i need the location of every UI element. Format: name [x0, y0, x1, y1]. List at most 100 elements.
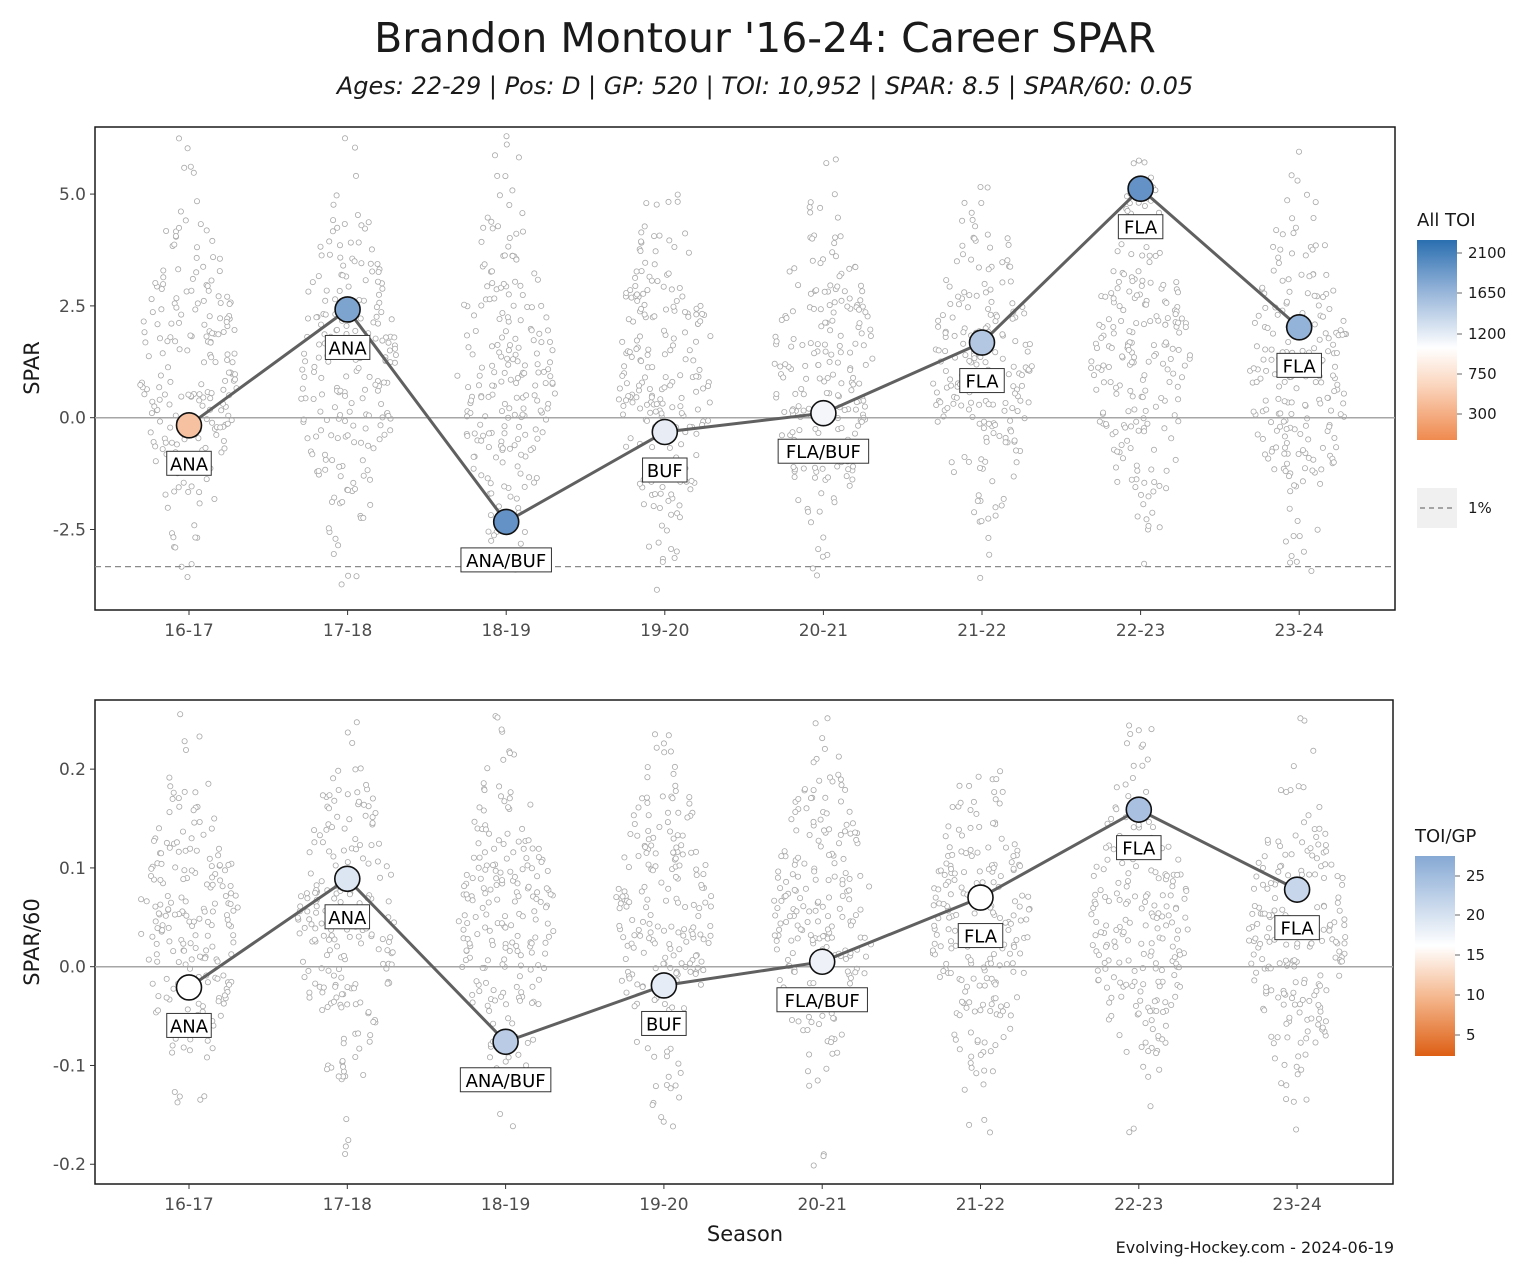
team-label-text: FLA	[965, 372, 999, 393]
x-tick-label: 18-19	[481, 621, 530, 641]
data-point	[651, 418, 679, 446]
y-tick-label: 0.2	[59, 760, 86, 780]
x-tick-label: 20-21	[799, 621, 848, 641]
team-label-text: FLA/BUF	[786, 442, 861, 463]
team-label-box	[1117, 214, 1164, 240]
team-label: BUF	[641, 1010, 687, 1036]
team-label-box	[324, 904, 371, 930]
x-tick-label: 16-17	[164, 621, 213, 641]
legend-ref-label: 1%	[1468, 499, 1492, 517]
team-label-text: ANA	[170, 1016, 209, 1037]
team-label-text: BUF	[646, 1014, 682, 1035]
x-tick-label: 17-18	[323, 1195, 372, 1215]
data-point	[967, 884, 994, 911]
team-label-box	[1276, 352, 1322, 378]
chart-title: Brandon Montour '16-24: Career SPAR	[374, 14, 1156, 62]
team-label-box	[324, 334, 371, 360]
legend-toigp-title: TOI/GP	[1414, 826, 1476, 847]
data-point	[810, 399, 837, 427]
team-label-text: FLA	[1124, 218, 1158, 239]
data-point	[1283, 876, 1311, 903]
team-label-text: FLA/BUF	[785, 991, 860, 1012]
x-tick-label: 21-22	[956, 1195, 1005, 1215]
data-point	[968, 329, 996, 356]
legend-toi-title: All TOI	[1417, 210, 1476, 231]
team-label-box	[459, 1067, 552, 1093]
data-point	[1127, 175, 1154, 203]
team-label: ANA	[324, 334, 371, 360]
team-label: ANA	[166, 450, 212, 476]
data-point	[333, 865, 361, 893]
legend-toi-colorbar	[1417, 240, 1457, 440]
y-axis-label-spar60: SPAR/60	[20, 898, 44, 985]
legend-tick-label: 10	[1466, 986, 1485, 1004]
data-point	[650, 972, 678, 999]
team-label: FLA	[1116, 835, 1162, 861]
data-point	[175, 974, 203, 1001]
team-label-box	[641, 1010, 687, 1036]
data-point	[808, 948, 836, 976]
panel-spar60-frame	[94, 699, 1394, 1185]
data-point	[334, 296, 361, 323]
x-tick-label: 17-18	[323, 621, 372, 641]
team-label-text: FLA	[1281, 919, 1315, 940]
legend-tick-label: 1650	[1468, 284, 1506, 302]
legend-toigp-colorbar	[1415, 856, 1455, 1056]
y-tick-label: -0.2	[53, 1155, 86, 1175]
team-label: ANA/BUF	[460, 547, 552, 573]
team-label-text: ANA/BUF	[466, 1071, 546, 1092]
team-label-box	[642, 457, 688, 483]
team-label-box	[166, 1012, 212, 1038]
team-label: FLA	[1117, 214, 1164, 240]
legend-tick-label: 25	[1466, 867, 1485, 885]
data-point	[1285, 314, 1313, 341]
team-label-text: FLA	[964, 927, 998, 948]
team-label: FLA/BUF	[776, 987, 868, 1013]
team-label: ANA	[166, 1012, 212, 1038]
team-label-text: ANA	[170, 454, 209, 475]
team-label-text: ANA	[328, 908, 367, 929]
y-tick-label: 5.0	[59, 185, 86, 205]
x-tick-label: 19-20	[639, 1195, 688, 1215]
x-tick-label: 18-19	[481, 1195, 530, 1215]
team-label-box	[460, 547, 552, 573]
x-tick-label: 21-22	[957, 621, 1006, 641]
team-label: BUF	[642, 457, 688, 483]
team-label: FLA	[1276, 352, 1322, 378]
legend-tick-label: 2100	[1468, 244, 1506, 262]
legend-tick-label: 300	[1468, 405, 1497, 423]
legend-tick-label: 1200	[1468, 325, 1506, 343]
legend-tick-label: 750	[1468, 365, 1497, 383]
x-tick-label: 22-23	[1114, 1195, 1163, 1215]
team-label: FLA/BUF	[777, 438, 870, 464]
x-tick-label: 23-24	[1274, 621, 1323, 641]
team-label: FLA	[959, 368, 1005, 394]
data-point	[175, 411, 203, 439]
x-tick-label: 19-20	[640, 621, 689, 641]
team-label: ANA	[324, 904, 371, 930]
team-label: ANA/BUF	[459, 1067, 552, 1093]
y-tick-label: 0.0	[59, 409, 86, 429]
team-label-box	[166, 450, 212, 476]
x-tick-label: 16-17	[164, 1195, 213, 1215]
y-axis-label-spar: SPAR	[20, 341, 44, 395]
data-point	[492, 508, 520, 536]
y-tick-label: 0.0	[59, 958, 86, 978]
team-label-text: ANA/BUF	[466, 551, 546, 572]
y-tick-label: 0.1	[59, 859, 86, 879]
team-label: FLA	[1274, 915, 1320, 941]
team-label-box	[959, 368, 1005, 394]
data-point	[492, 1028, 519, 1056]
team-label-text: FLA	[1122, 839, 1156, 860]
legend-tick-label: 15	[1466, 946, 1485, 964]
legend-tick-label: 20	[1466, 906, 1485, 924]
x-tick-label: 20-21	[797, 1195, 846, 1215]
team-label-box	[957, 923, 1004, 949]
y-tick-label: 2.5	[59, 297, 86, 317]
y-tick-label: -0.1	[53, 1056, 86, 1076]
team-label: FLA	[957, 923, 1004, 949]
data-point	[1125, 796, 1153, 823]
team-label-box	[777, 438, 870, 464]
source-caption: Evolving-Hockey.com - 2024-06-19	[1115, 1238, 1394, 1257]
